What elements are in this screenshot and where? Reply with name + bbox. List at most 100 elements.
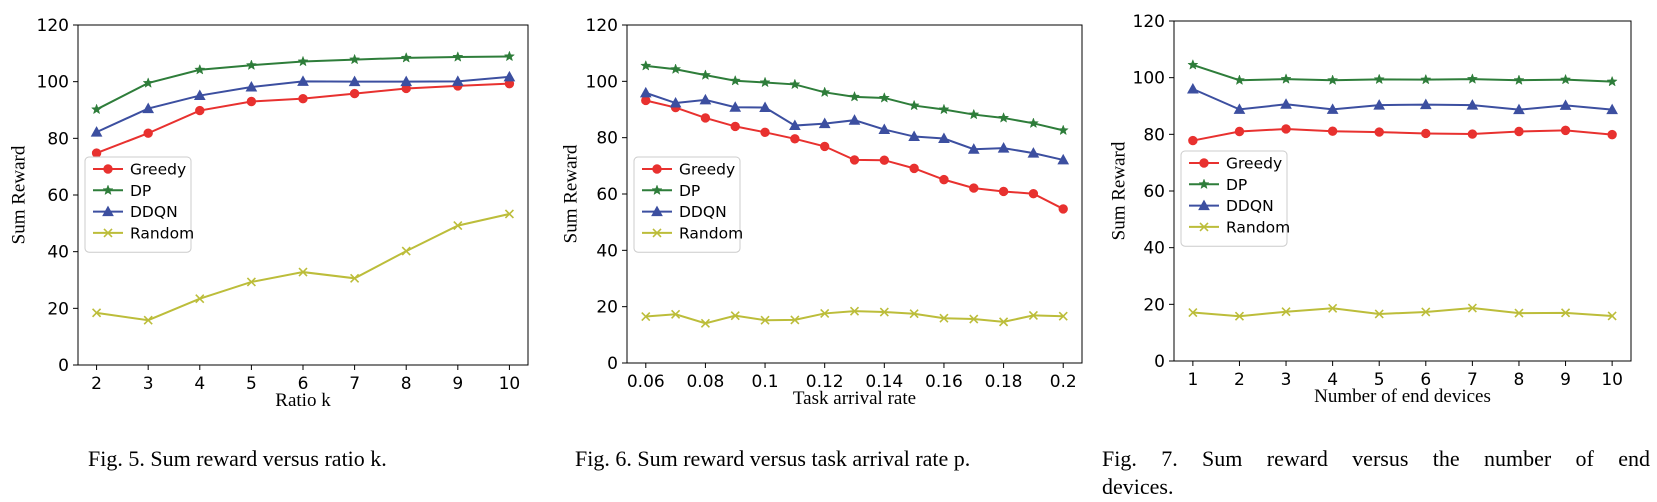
data-point-ddqn [1559, 99, 1572, 110]
marker-stroke [298, 267, 308, 277]
data-point-ddqn [400, 75, 413, 87]
y-tick-label: 20 [1143, 295, 1165, 315]
data-point-random [1607, 311, 1617, 321]
data-point-dp [1327, 74, 1339, 85]
legend: Greedy DP DDQN Random [633, 156, 743, 253]
data-point-greedy [998, 186, 1009, 197]
data-point-random [1234, 311, 1245, 321]
legend-marker-ddqn [651, 205, 663, 217]
data-point-ddqn [699, 93, 712, 105]
legend-marker-greedy [103, 164, 113, 174]
legend: Greedy DP DDQN Random [84, 156, 194, 253]
legend-marker-dp [102, 184, 114, 196]
data-point-greedy [349, 88, 360, 99]
data-point-ddqn [245, 81, 258, 92]
data-point-greedy [1058, 204, 1068, 214]
data-point-greedy [1607, 129, 1617, 140]
y-tick-label: 0 [607, 354, 618, 374]
marker-stroke [1374, 309, 1384, 319]
data-point-greedy [849, 155, 860, 165]
legend-label-greedy: Greedy [679, 161, 735, 179]
y-tick-label: 100 [1133, 69, 1165, 89]
y-axis-title: Sum Reward [561, 144, 582, 243]
data-point-dp [1373, 73, 1385, 85]
legend: Greedy DP DDQN Random [1180, 150, 1290, 247]
data-point-random [939, 313, 949, 323]
y-tick-label: 40 [47, 243, 69, 263]
legend-marker-random [1199, 222, 1209, 232]
data-point-dp [452, 51, 464, 62]
data-point-ddqn [90, 126, 103, 137]
marker-stroke [939, 313, 949, 323]
marker-stroke [504, 209, 514, 219]
chart-5: 0 20 40 60 80 100 120 2 3 4 5 6 7 8 9 10 Ratio k Sum Rewa… [9, 16, 529, 411]
marker-stroke [453, 221, 463, 231]
marker-stroke [1188, 307, 1198, 318]
legend-marker-ddqn [1198, 199, 1210, 211]
data-point-ddqn [639, 86, 652, 98]
y-tick-label: 0 [1154, 352, 1165, 372]
data-point-dp [759, 76, 771, 88]
data-point-ddqn [1326, 103, 1339, 114]
data-point-random [671, 309, 681, 319]
marker-stroke [849, 306, 860, 316]
y-tick-label: 20 [47, 299, 69, 319]
data-point-greedy [1327, 126, 1338, 136]
x-tick-label: 3 [1281, 370, 1292, 390]
data-point-random [641, 311, 651, 322]
y-tick-label: 120 [37, 16, 69, 36]
data-point-dp [938, 103, 950, 115]
data-point-dp [699, 69, 712, 80]
y-tick-label: 20 [596, 298, 618, 318]
caption-line: devices. [1102, 474, 1174, 499]
y-tick-label: 120 [1133, 12, 1165, 32]
data-point-dp [1057, 124, 1069, 136]
marker-stroke [1234, 311, 1245, 321]
legend-marker-random [652, 228, 662, 238]
data-point-ddqn [729, 101, 742, 112]
data-point-dp [968, 108, 980, 120]
series-line-dp [1192, 63, 1613, 83]
data-point-greedy [1028, 189, 1039, 199]
x-tick-label: 0.18 [985, 372, 1023, 392]
x-tick-label: 5 [1374, 370, 1385, 390]
marker-stroke [1560, 308, 1571, 318]
marker-stroke [103, 228, 113, 238]
x-tick-label: 0.08 [686, 372, 724, 392]
marker-stroke [671, 309, 681, 319]
marker-stroke [969, 314, 979, 324]
x-tick-label: 0.2 [1050, 372, 1077, 392]
data-point-random [1421, 307, 1431, 317]
marker-stroke [1199, 222, 1209, 232]
data-point-greedy [819, 141, 830, 152]
y-tick-label: 60 [596, 185, 618, 205]
figure-caption-7: Fig. 7. Sum reward versus the number of … [1102, 445, 1650, 501]
data-point-random [1374, 309, 1384, 319]
data-point-random [1467, 303, 1477, 313]
x-tick-label: 5 [246, 374, 257, 394]
data-point-dp [1027, 117, 1040, 129]
data-point-dp [848, 90, 861, 102]
x-tick-label: 9 [1560, 370, 1571, 390]
marker-stroke [879, 307, 889, 317]
data-point-ddqn [818, 117, 831, 129]
data-point-greedy [298, 93, 308, 104]
marker-stroke [652, 228, 662, 238]
data-point-random [1028, 310, 1038, 320]
data-point-greedy [195, 105, 205, 116]
chart-7: 0 20 40 60 80 100 120 1 2 3 4 5 6 7 8 9 10 Number of end … [1109, 12, 1632, 407]
data-point-ddqn [789, 119, 801, 131]
data-point-random [820, 308, 830, 318]
data-point-random [195, 294, 205, 304]
x-tick-label: 4 [194, 374, 205, 394]
data-point-greedy [1281, 124, 1291, 134]
data-point-dp [669, 63, 682, 75]
data-point-greedy [1421, 128, 1431, 139]
data-point-random [1560, 308, 1571, 318]
data-point-greedy [1467, 129, 1478, 139]
data-point-dp [1606, 75, 1618, 87]
data-point-ddqn [1027, 147, 1040, 158]
data-point-dp [1466, 73, 1478, 84]
legend-label-ddqn: DDQN [1226, 197, 1274, 215]
marker-stroke [195, 294, 205, 304]
